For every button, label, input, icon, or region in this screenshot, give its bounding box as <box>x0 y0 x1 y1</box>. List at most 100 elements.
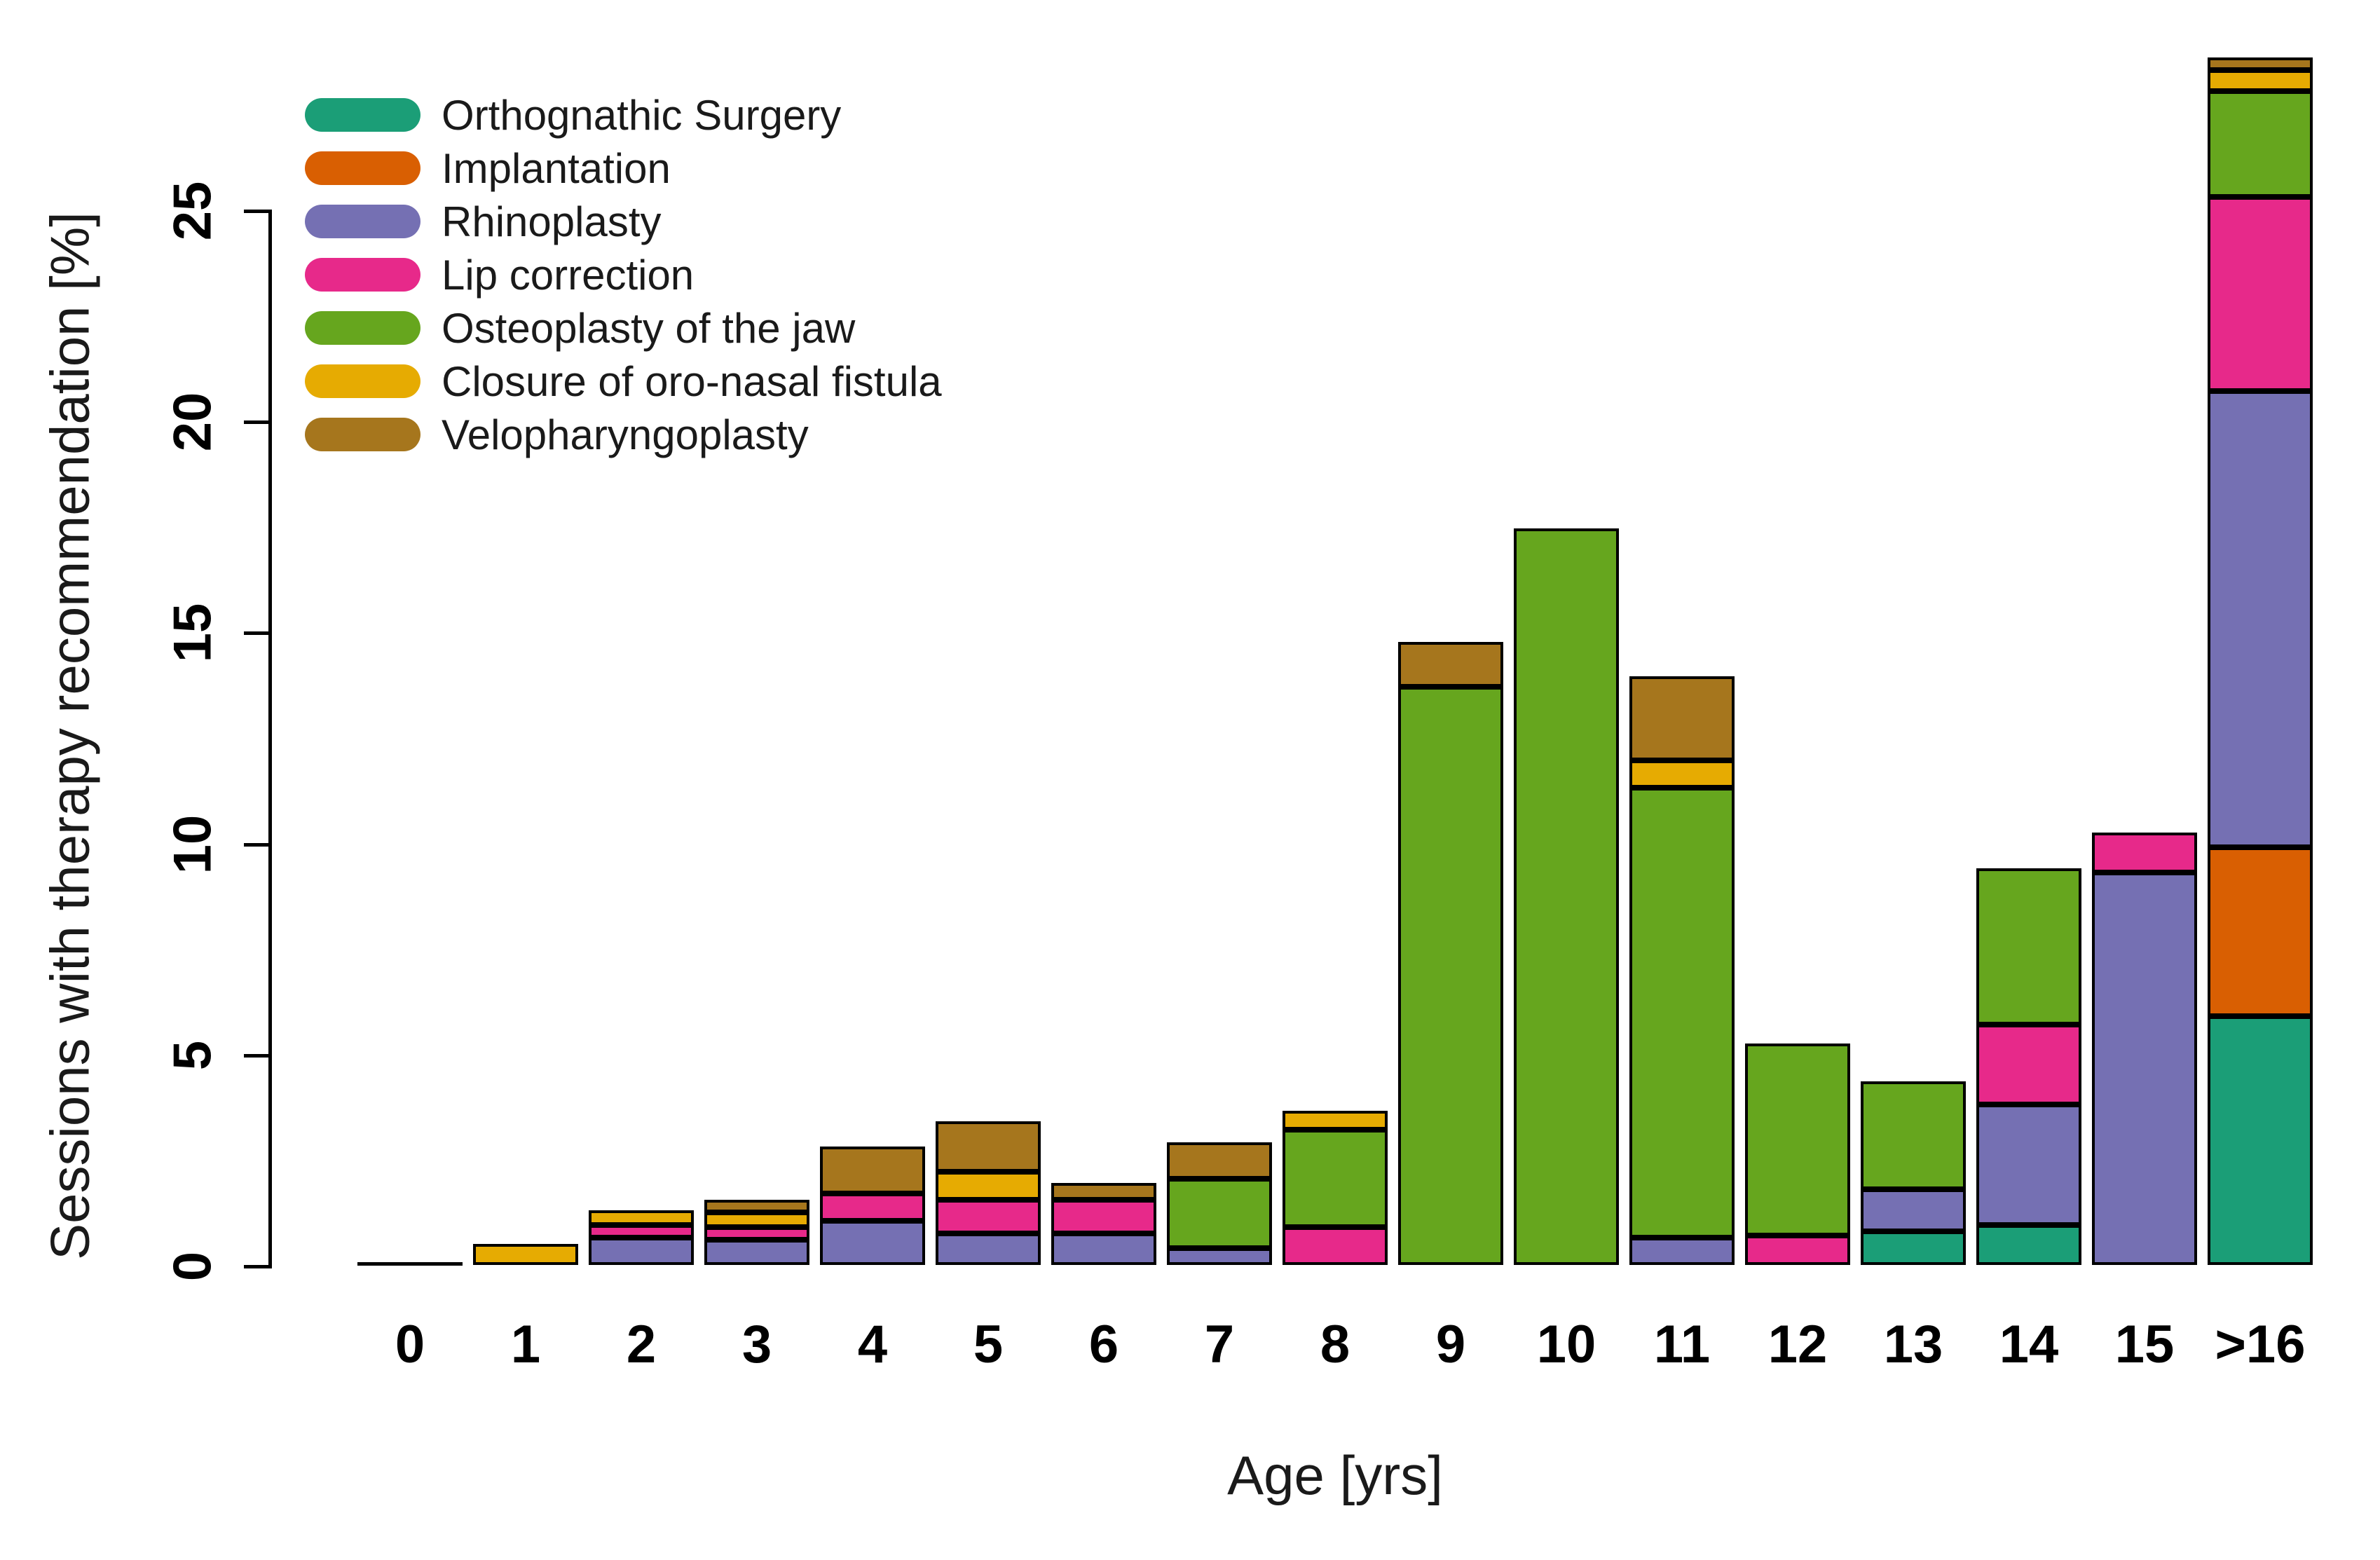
legend-label: Rhinoplasty <box>442 198 662 245</box>
bar-segment <box>704 1212 809 1227</box>
y-axis-title: Sessions with therapy recommendation [%] <box>39 212 101 1260</box>
x-tick-label: 8 <box>1320 1315 1350 1374</box>
bar-segment <box>1629 1237 1735 1265</box>
bar-segment <box>1167 1142 1272 1179</box>
legend-item: Orthognathic Surgery <box>305 92 841 139</box>
bar-segment <box>2092 872 2197 1265</box>
legend-swatch-icon <box>305 258 420 292</box>
y-tick-label: 15 <box>163 603 223 663</box>
x-tick-label: 10 <box>1536 1315 1596 1374</box>
bar-segment <box>820 1193 925 1221</box>
x-tick-label: >16 <box>2215 1315 2306 1374</box>
legend-swatch-icon <box>305 151 420 185</box>
x-tick-label: 6 <box>1088 1315 1119 1374</box>
y-tick-label: 25 <box>163 181 223 241</box>
bar-segment <box>936 1199 1041 1233</box>
bar-segment <box>936 1233 1041 1265</box>
y-tick-mark <box>244 1053 268 1058</box>
bar-segment <box>820 1147 925 1193</box>
x-tick-label: 12 <box>1767 1315 1828 1374</box>
legend-label: Implantation <box>442 144 671 192</box>
bar-segment <box>1051 1182 1156 1200</box>
bar-segment <box>1745 1235 1850 1265</box>
legend-swatch-icon <box>305 205 420 238</box>
bar-segment <box>1051 1233 1156 1265</box>
bar-segment <box>2208 91 2313 197</box>
bar-segment <box>2208 196 2313 392</box>
legend-swatch-icon <box>305 418 420 451</box>
y-tick-mark <box>244 210 268 213</box>
bar-segment <box>1629 760 1735 788</box>
bar-segment <box>1629 676 1735 761</box>
x-tick-label: 11 <box>1653 1315 1711 1374</box>
legend-label: Closure of oro-nasal fistula <box>442 357 942 405</box>
bar-segment <box>1051 1199 1156 1233</box>
bar-segment <box>1861 1231 1966 1265</box>
bar-segment <box>589 1224 694 1238</box>
legend-label: Lip correction <box>442 251 695 299</box>
y-axis-line <box>268 210 272 1268</box>
bar-segment <box>1398 686 1503 1265</box>
bar-segment <box>2208 847 2313 1016</box>
x-tick-label: 9 <box>1435 1315 1466 1374</box>
legend-item: Osteoplasty of the jaw <box>305 305 855 352</box>
x-tick-label: 14 <box>1999 1315 2059 1374</box>
bar-segment <box>936 1121 1041 1172</box>
bar-segment <box>1283 1111 1388 1130</box>
y-tick-mark <box>244 1265 268 1268</box>
y-tick-mark <box>244 420 268 425</box>
y-tick-mark <box>244 631 268 636</box>
bar-segment <box>1167 1247 1272 1265</box>
bar-segment <box>1514 528 1619 1265</box>
bar-segment <box>820 1220 925 1265</box>
bar-segment <box>1976 1104 2081 1225</box>
bar-segment <box>2208 391 2313 847</box>
x-tick-label: 7 <box>1204 1315 1235 1374</box>
bar-segment <box>473 1243 578 1265</box>
bar-segment <box>2092 832 2197 873</box>
x-tick-label: 3 <box>741 1315 772 1374</box>
bar-segment <box>2208 57 2313 71</box>
y-tick-label: 10 <box>163 814 223 874</box>
bar-segment <box>1167 1178 1272 1248</box>
legend-item: Implantation <box>305 145 671 192</box>
y-tick-label: 20 <box>163 392 223 452</box>
bar-segment <box>704 1226 809 1240</box>
legend-swatch-icon <box>305 98 420 132</box>
bar-segment <box>1745 1043 1850 1236</box>
x-tick-label: 5 <box>973 1315 1004 1374</box>
legend-item: Lip correction <box>305 252 694 299</box>
x-tick-label: 15 <box>2114 1315 2175 1374</box>
bar-segment <box>1976 868 2081 1025</box>
bar-segment <box>936 1172 1041 1200</box>
bar-segment <box>1976 1224 2081 1265</box>
x-tick-label: 2 <box>626 1315 657 1374</box>
legend-item: Velopharyngoplasty <box>305 411 809 458</box>
legend-label: Velopharyngoplasty <box>442 411 809 458</box>
bar-age-0 <box>357 1262 463 1266</box>
bar-segment <box>1629 788 1735 1238</box>
legend-label: Osteoplasty of the jaw <box>442 304 856 352</box>
bar-segment <box>589 1210 694 1225</box>
x-tick-label: 13 <box>1883 1315 1943 1374</box>
bar-segment <box>1283 1226 1388 1265</box>
y-tick-label: 0 <box>163 1251 223 1282</box>
bar-segment <box>704 1239 809 1265</box>
legend-swatch-icon <box>305 364 420 398</box>
x-tick-label: 4 <box>857 1315 888 1374</box>
bar-segment <box>2208 1015 2313 1265</box>
y-tick-mark <box>244 842 268 847</box>
x-tick-label: 0 <box>395 1315 425 1374</box>
bar-segment <box>1283 1130 1388 1227</box>
bar-segment <box>2208 70 2313 92</box>
y-tick-label: 5 <box>163 1040 223 1070</box>
bar-segment <box>1861 1189 1966 1231</box>
bar-segment <box>1976 1024 2081 1105</box>
x-tick-label: 1 <box>510 1315 541 1374</box>
x-axis-title: Age [yrs] <box>1227 1444 1443 1506</box>
legend-item: Closure of oro-nasal fistula <box>305 358 942 405</box>
legend-swatch-icon <box>305 311 420 345</box>
bar-segment <box>589 1237 694 1265</box>
bar-segment <box>704 1199 809 1212</box>
